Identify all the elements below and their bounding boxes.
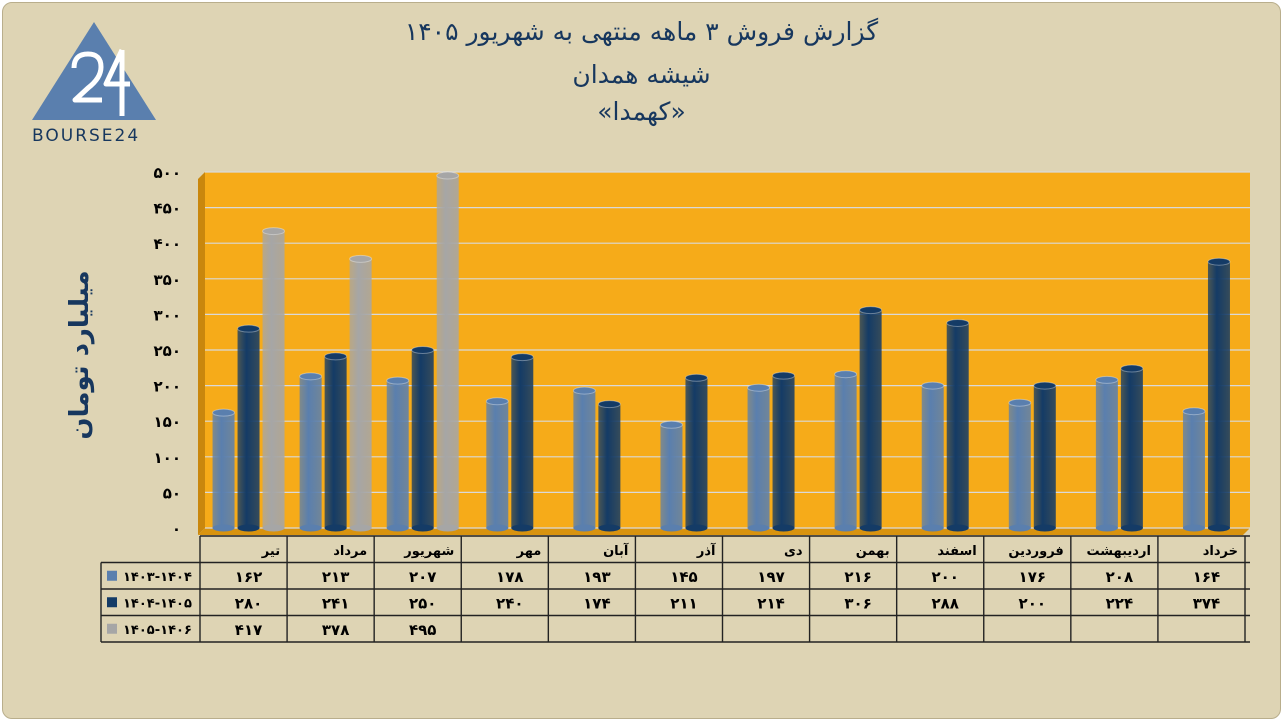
bar [1207,257,1231,532]
logo-icon [32,22,156,120]
data-label: ۴۹۵ [409,621,436,639]
data-label: ۱۶۲ [235,568,262,586]
legend-label: ۱۴۰۵-۱۴۰۶ [123,623,192,638]
y-tick-label: ۲۵۰ [154,342,181,360]
data-label: ۲۴۰ [496,594,523,612]
category-label: خرداد [1203,544,1238,559]
y-tick-label: ۳۰۰ [154,306,181,324]
y-tick-label: ۴۵۰ [154,200,181,218]
category-label: مرداد [333,544,367,559]
bar [299,372,323,532]
y-tick-label: ۵۰ [163,484,181,502]
bar [772,371,796,532]
bar [946,318,970,532]
legend-key [107,570,117,581]
bar [386,376,410,532]
data-label: ۲۰۰ [931,568,958,586]
plot-side-wall [198,172,205,535]
data-table: تیر مرداد شهریور مهر آبان آذر دی بهمن اسفند فرورد… [100,535,1250,643]
bar [597,400,621,532]
legend-key [107,597,117,608]
category-label: شهریور [403,544,454,559]
chart-ticker: «کهمدا» [597,97,686,126]
data-label: ۲۱۶ [844,568,871,586]
bar [1120,364,1144,532]
data-label: ۲۴۱ [322,594,349,612]
bar [212,408,236,532]
data-label: ۲۱۳ [322,568,349,586]
y-axis: ۰ ۵۰ ۱۰۰ ۱۵۰ ۲۰۰ ۲۵۰ ۳۰۰ ۳۵۰ ۴۰۰ ۴۵۰ ۵۰۰ [154,164,181,538]
legend-key [107,623,117,634]
data-label: ۱۶۴ [1193,568,1220,586]
bars [212,171,1231,532]
bar [485,397,509,532]
category-label: آذر [696,542,716,559]
y-tick-label: ۴۰۰ [154,235,181,253]
category-label: اردیبهشت [1087,544,1151,559]
bar [411,346,435,532]
bar [684,373,708,532]
bar [510,353,534,532]
bar [834,370,858,532]
category-label: اسفند [937,544,976,559]
data-label: ۲۱۱ [670,594,697,612]
logo-text: BOURSE24 [32,126,141,146]
data-label: ۲۸۰ [235,594,262,612]
data-label: ۱۹۳ [583,568,610,586]
data-label: ۳۷۴ [1193,594,1220,612]
chart-subtitle: شیشه همدان [572,60,711,89]
data-label: ۴۱۷ [235,621,262,639]
gridlines [205,171,1250,529]
y-tick-label: ۰ [172,520,181,538]
y-tick-label: ۱۰۰ [154,449,181,467]
category-label: بهمن [856,544,890,559]
bar [572,386,596,532]
bar [1182,407,1206,532]
legend-label: ۱۴۰۳-۱۴۰۴ [123,570,192,585]
bar [436,171,460,532]
data-label: ۲۱۴ [757,594,784,612]
category-label: آبان [603,542,629,559]
data-label: ۲۰۷ [409,568,436,586]
y-tick-label: ۱۵۰ [154,413,181,431]
data-label: ۲۸۸ [931,594,958,612]
bar [747,383,771,532]
plot-floor [198,528,1250,535]
bar [349,254,373,532]
bar [1033,381,1057,532]
y-tick-label: ۲۰۰ [154,378,181,396]
chart-title: گزارش فروش ۳ ماهه منتهی به شهریور ۱۴۰۵ [404,17,879,46]
data-label: ۲۲۴ [1106,594,1133,612]
data-label: ۱۷۶ [1019,568,1046,586]
data-label: ۱۷۸ [496,568,523,586]
data-label: ۱۴۵ [670,568,697,586]
data-label: ۲۵۰ [409,594,436,612]
data-label: ۳۰۶ [844,594,871,612]
bar [1008,398,1032,532]
bar [921,381,945,532]
data-label: ۲۰۸ [1106,568,1133,586]
bar [262,227,286,532]
bar [859,306,883,532]
data-label: ۳۷۸ [322,621,349,639]
data-label: ۱۷۴ [583,594,610,612]
y-tick-label: ۳۵۰ [154,271,181,289]
bar [237,324,261,532]
data-label: ۲۰۰ [1019,594,1046,612]
category-label: مهر [516,544,542,559]
legend-label: ۱۴۰۴-۱۴۰۵ [123,596,192,611]
data-label: ۱۹۷ [757,568,784,586]
bar [324,352,348,532]
bar [1095,375,1119,532]
y-tick-label: ۵۰۰ [154,164,181,182]
category-label: دی [784,544,803,559]
category-label: تیر [261,544,280,559]
category-label: فروردین [1008,544,1063,559]
bar [659,420,683,532]
